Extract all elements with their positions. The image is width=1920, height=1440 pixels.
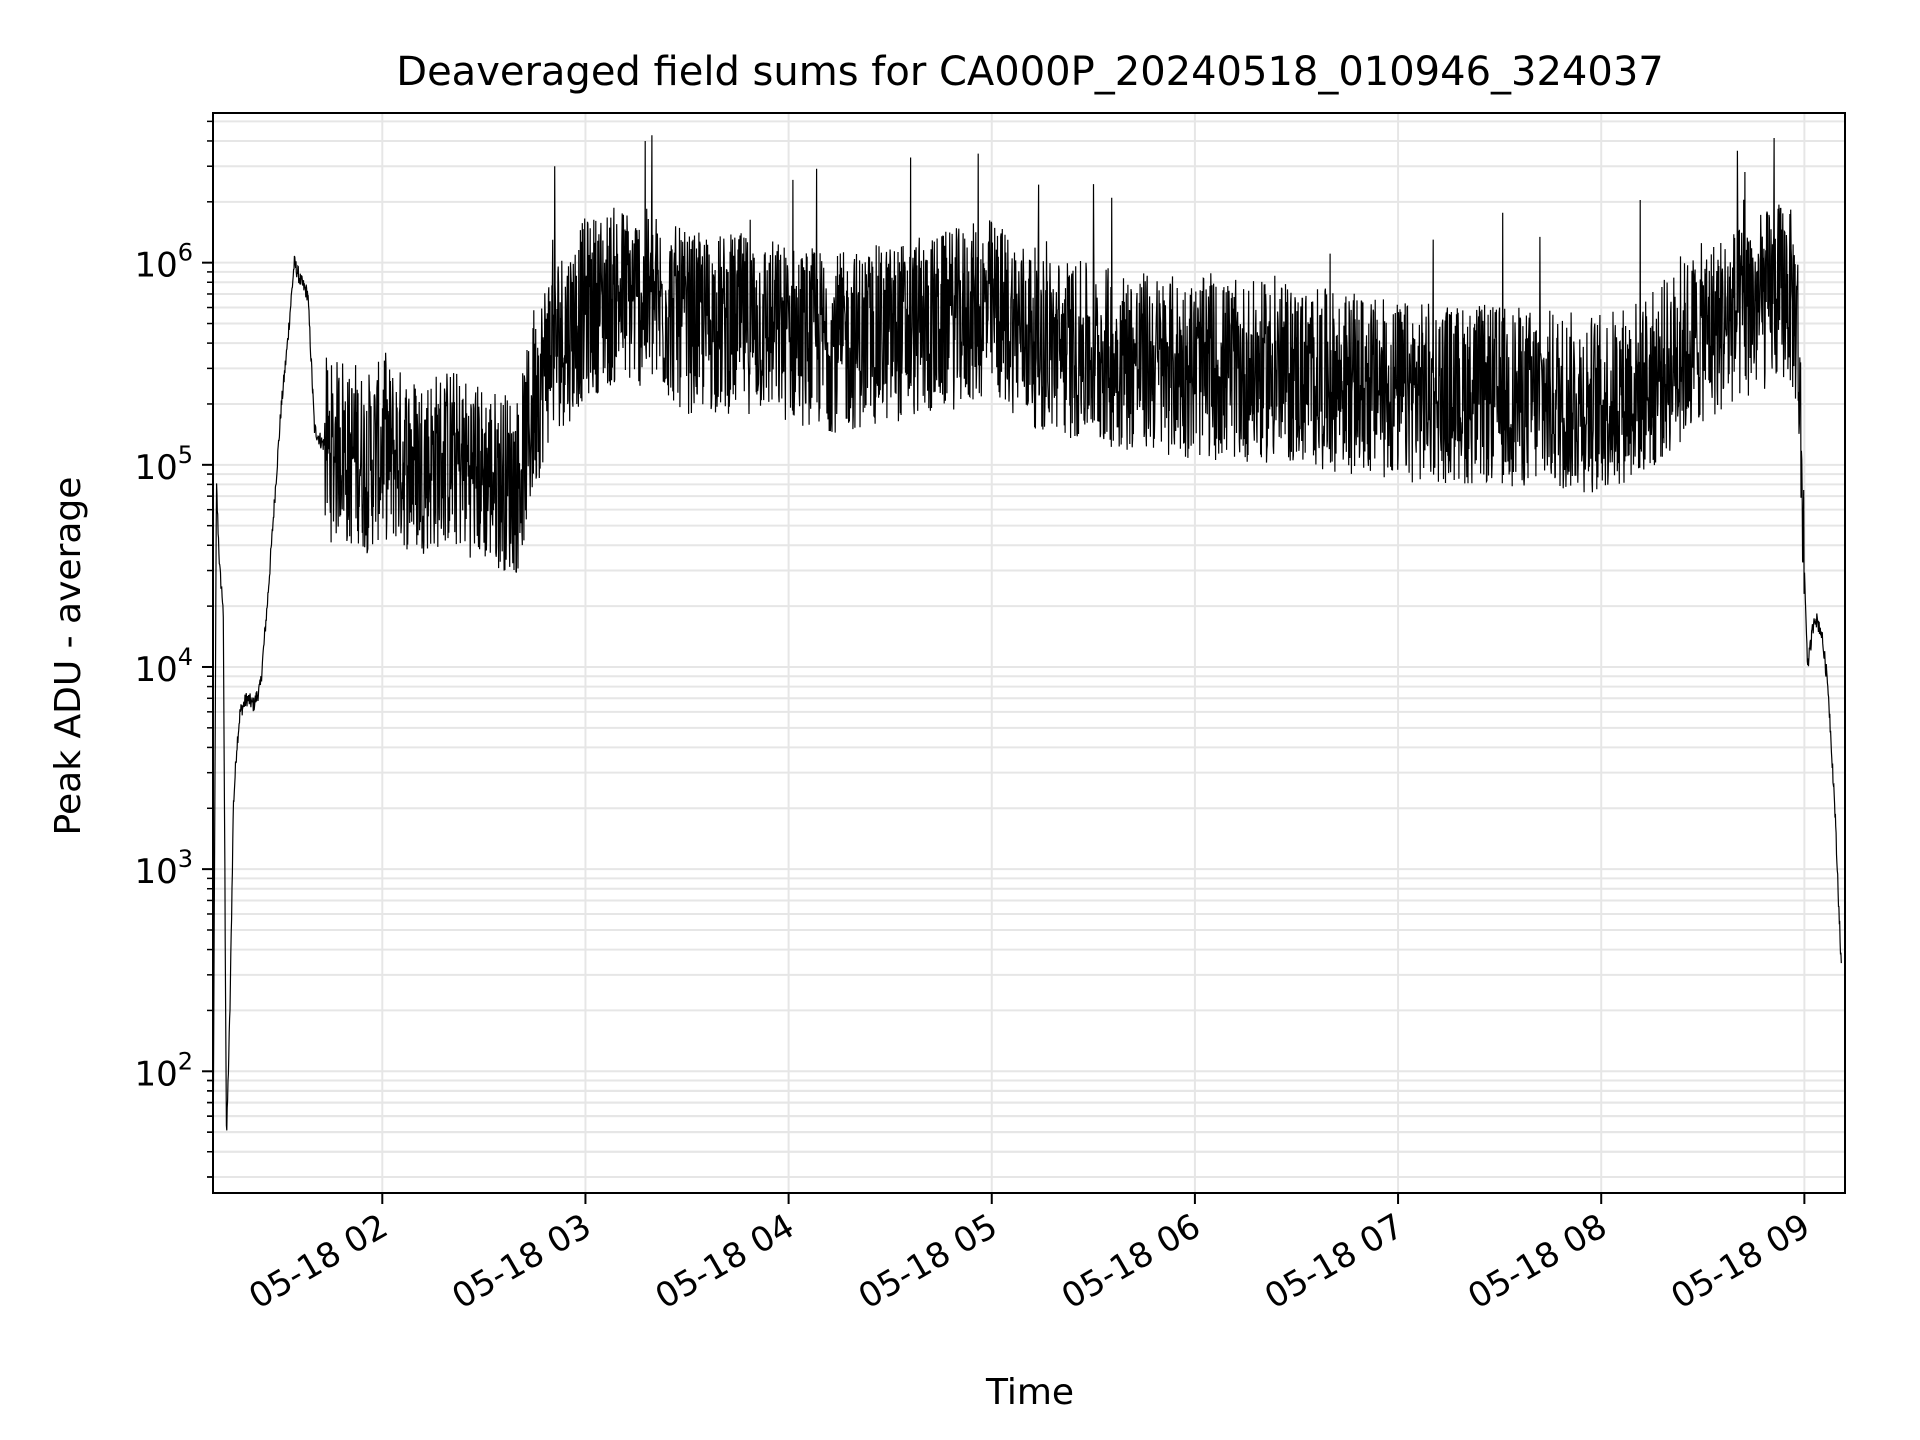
y-axis-label: Peak ADU - average: [48, 477, 89, 836]
y-tick-label: 103: [134, 845, 193, 892]
y-axis: 102 103 104 105 106: [134, 120, 213, 1178]
y-tick-label: 106: [134, 239, 193, 286]
plot-frame: [212, 112, 1846, 1194]
series-line: [212, 135, 1842, 1175]
x-axis-label: Time: [985, 1372, 1074, 1413]
plot-area: [212, 135, 1842, 1175]
y-tick-label: 105: [134, 441, 193, 488]
y-tick-label: 104: [134, 643, 193, 690]
chart-title: Deaveraged field sums for CA000P_2024051…: [396, 49, 1663, 95]
y-tick-label: 102: [134, 1047, 193, 1094]
